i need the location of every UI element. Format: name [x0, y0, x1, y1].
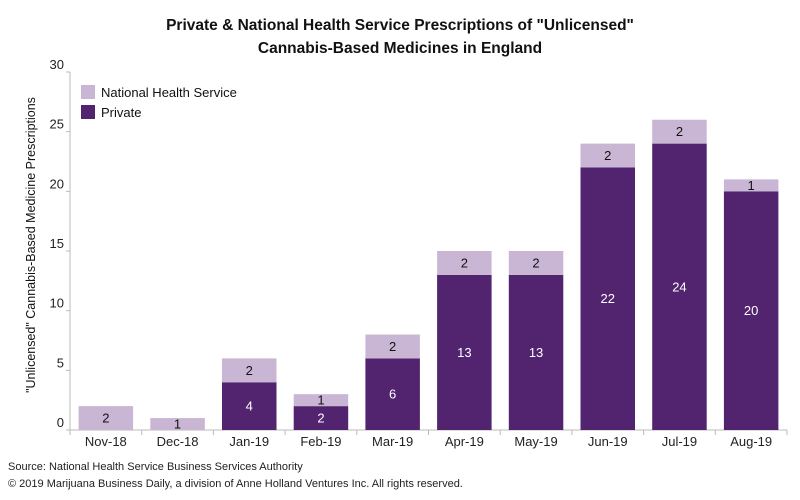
- data-label: 1: [174, 417, 181, 432]
- data-label: 6: [389, 387, 396, 402]
- chart-title: Private & National Health Service Prescr…: [166, 17, 634, 34]
- y-axis: 0 5 10 15 20 25 30: [50, 57, 71, 431]
- data-label: 2: [461, 255, 468, 270]
- data-label: 13: [529, 345, 543, 360]
- bar-private: [365, 358, 420, 430]
- data-label: 2: [604, 148, 611, 163]
- y-axis-title: "Unlicensed" Cannabis-Based Medicine Pre…: [24, 97, 38, 393]
- y-tick-label: 15: [50, 236, 64, 251]
- bar-private: [222, 382, 277, 430]
- bar-nhs: [293, 394, 349, 407]
- source-note: Source: National Health Service Business…: [8, 461, 303, 473]
- data-label: 1: [317, 393, 324, 408]
- data-label: 13: [457, 345, 471, 360]
- bar-nhs: [580, 143, 635, 168]
- data-label: 2: [676, 124, 683, 139]
- bar-nhs: [365, 334, 420, 359]
- x-tick-label: Nov-18: [85, 434, 127, 449]
- chart-subtitle: Cannabis-Based Medicines in England: [257, 40, 543, 57]
- legend-swatch: [81, 105, 95, 119]
- x-tick-label: Dec-18: [157, 434, 199, 449]
- data-label: 1: [748, 178, 755, 193]
- x-tick-label: Jul-19: [662, 434, 697, 449]
- legend-swatch: [81, 85, 95, 99]
- y-tick-label: 25: [50, 117, 64, 132]
- legend-label: National Health Service: [101, 85, 237, 100]
- copyright-note: © 2019 Marijuana Business Daily, a divis…: [8, 478, 463, 490]
- bar-nhs: [437, 251, 492, 275]
- data-label: 20: [744, 303, 758, 318]
- data-label: 2: [317, 411, 324, 426]
- bar-nhs: [78, 406, 134, 430]
- bar-nhs: [652, 119, 707, 144]
- x-tick-label: Mar-19: [372, 434, 413, 449]
- bar-private: [580, 167, 635, 430]
- y-tick-label: 5: [57, 355, 64, 370]
- data-label: 24: [672, 279, 686, 294]
- x-tick-label: May-19: [514, 434, 557, 449]
- x-tick-label: Jan-19: [229, 434, 269, 449]
- x-tick-label: Feb-19: [300, 434, 341, 449]
- bar-private: [437, 274, 492, 430]
- bar-nhs: [150, 418, 205, 430]
- y-tick-label: 0: [57, 415, 64, 430]
- data-label: 2: [102, 411, 109, 426]
- bar-nhs: [222, 358, 277, 383]
- data-label: 22: [601, 291, 615, 306]
- legend-label: Private: [101, 105, 141, 120]
- data-label: 2: [246, 363, 253, 378]
- bar-private: [723, 191, 779, 430]
- x-tick-label: Apr-19: [445, 434, 484, 449]
- data-label: 2: [532, 255, 539, 270]
- bar-nhs: [723, 179, 779, 192]
- x-tick-label: Aug-19: [730, 434, 772, 449]
- y-tick-label: 20: [50, 176, 64, 191]
- bar-private: [508, 274, 564, 430]
- x-tick-label: Jun-19: [588, 434, 628, 449]
- bar-private: [293, 406, 349, 430]
- y-tick-label: 10: [50, 296, 64, 311]
- y-tick-label: 30: [50, 57, 64, 72]
- bar-nhs: [508, 251, 564, 275]
- x-axis: Nov-18 Dec-18 Jan-19 Feb-19 Mar-19 Apr-19 May-…: [69, 429, 788, 449]
- data-label: 4: [246, 399, 253, 414]
- legend: National Health Service Private: [81, 85, 237, 120]
- data-label: 2: [389, 339, 396, 354]
- bar-private: [652, 143, 707, 430]
